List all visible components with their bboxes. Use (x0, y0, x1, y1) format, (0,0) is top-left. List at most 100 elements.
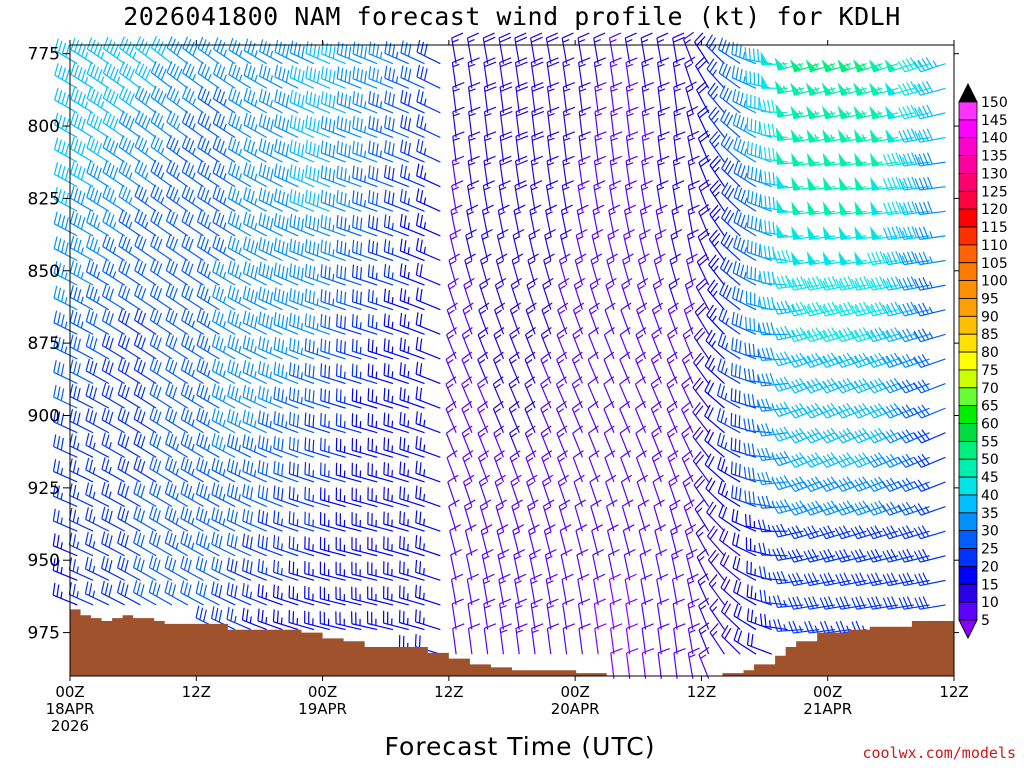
wind-barb (776, 224, 804, 239)
chart-title: 2026041800 NAM forecast wind profile (kt… (123, 2, 901, 31)
wind-barb (854, 225, 883, 240)
wind-barb (791, 225, 820, 240)
wind-barb (212, 210, 236, 237)
wind-barb (351, 487, 378, 508)
wind-barb (850, 525, 883, 540)
wind-barb (320, 90, 346, 114)
wind-barb (366, 611, 394, 631)
source-credit[interactable]: coolwx.com/models (862, 744, 1016, 762)
wind-barb (850, 301, 883, 317)
wind-barb (134, 159, 157, 188)
colorbar-label: 75 (981, 363, 999, 379)
wind-barb (166, 85, 189, 114)
wind-barb (211, 457, 236, 483)
wind-barb (85, 284, 110, 311)
wind-barb (530, 57, 544, 89)
wind-barb (787, 572, 820, 587)
wind-barb (150, 135, 173, 163)
wind-barb (707, 549, 725, 581)
wind-barb (609, 155, 622, 187)
wind-barb (835, 596, 867, 610)
x-tick-label: 18APR (46, 700, 95, 718)
wind-barb (898, 80, 930, 96)
colorbar-swatch (958, 101, 978, 121)
wind-barb (241, 607, 267, 631)
wind-barb (102, 209, 125, 237)
wind-barb (531, 82, 544, 113)
wind-barb (746, 141, 773, 163)
wind-barb (227, 408, 252, 434)
wind-barb (383, 313, 409, 335)
wind-barb (351, 586, 378, 606)
wind-barb (834, 327, 867, 343)
wind-barb (258, 63, 283, 89)
wind-barb (914, 251, 946, 266)
colorbar-swatch (958, 333, 978, 353)
wind-barb (853, 82, 883, 96)
wind-barb (335, 388, 362, 409)
wind-barb (670, 524, 682, 556)
wind-barb (149, 406, 173, 434)
wind-barb (898, 201, 930, 216)
wind-barb (577, 598, 591, 630)
wind-barb (687, 622, 700, 655)
wind-barb (656, 598, 670, 630)
wind-barb (853, 105, 883, 120)
wind-barb (101, 407, 125, 434)
wind-barb (720, 600, 741, 630)
wind-barb (870, 152, 899, 167)
wind-barb (511, 499, 523, 532)
wind-barb (743, 466, 772, 483)
wind-barb (197, 185, 220, 212)
wind-barb (546, 131, 560, 163)
colorbar-label: 140 (981, 131, 1008, 147)
wind-barb (320, 190, 346, 212)
wind-barb (587, 351, 599, 384)
wind-barb (732, 112, 757, 139)
wind-barb (304, 486, 331, 508)
wind-barb (211, 507, 236, 532)
wind-barb (288, 461, 315, 483)
wind-barb (866, 572, 899, 587)
wind-barb (609, 598, 622, 630)
wind-barb (451, 32, 464, 64)
wind-barb (415, 287, 441, 311)
wind-barb (760, 51, 788, 66)
colorbar-label: 105 (981, 256, 1008, 272)
wind-barb (414, 584, 441, 606)
wind-barb (70, 136, 94, 163)
wind-barb (562, 57, 575, 89)
wind-barb (227, 211, 252, 237)
wind-barb (273, 262, 299, 286)
wind-barb (101, 481, 125, 508)
y-tick-label: 875 (28, 334, 60, 354)
wind-barb (336, 115, 362, 139)
wind-barb (52, 508, 78, 532)
wind-barb (86, 160, 110, 188)
wind-barb (100, 580, 125, 606)
wind-barb (578, 131, 591, 163)
colorbar-label: 50 (981, 452, 999, 468)
x-tick-label: 00Z (560, 683, 589, 701)
wind-barb (851, 596, 883, 610)
wind-barb (514, 180, 528, 212)
wind-barb (708, 229, 725, 261)
wind-barb (619, 376, 631, 409)
wind-barb (400, 114, 425, 139)
wind-barb (288, 362, 315, 385)
wind-barb (53, 236, 78, 262)
wind-barb (476, 376, 489, 409)
wind-barb (211, 383, 236, 409)
wind-barb (772, 570, 804, 585)
wind-barb (498, 32, 512, 64)
wind-barb (86, 136, 110, 163)
wind-barb (641, 155, 654, 187)
colorbar-label: 40 (981, 488, 999, 504)
wind-barb (399, 486, 425, 508)
wind-barb (352, 190, 378, 212)
wind-barb (288, 610, 315, 631)
colorbar-label: 150 (981, 95, 1008, 111)
wind-barb (634, 376, 647, 409)
wind-barb (53, 137, 78, 163)
wind-barb (102, 61, 125, 89)
